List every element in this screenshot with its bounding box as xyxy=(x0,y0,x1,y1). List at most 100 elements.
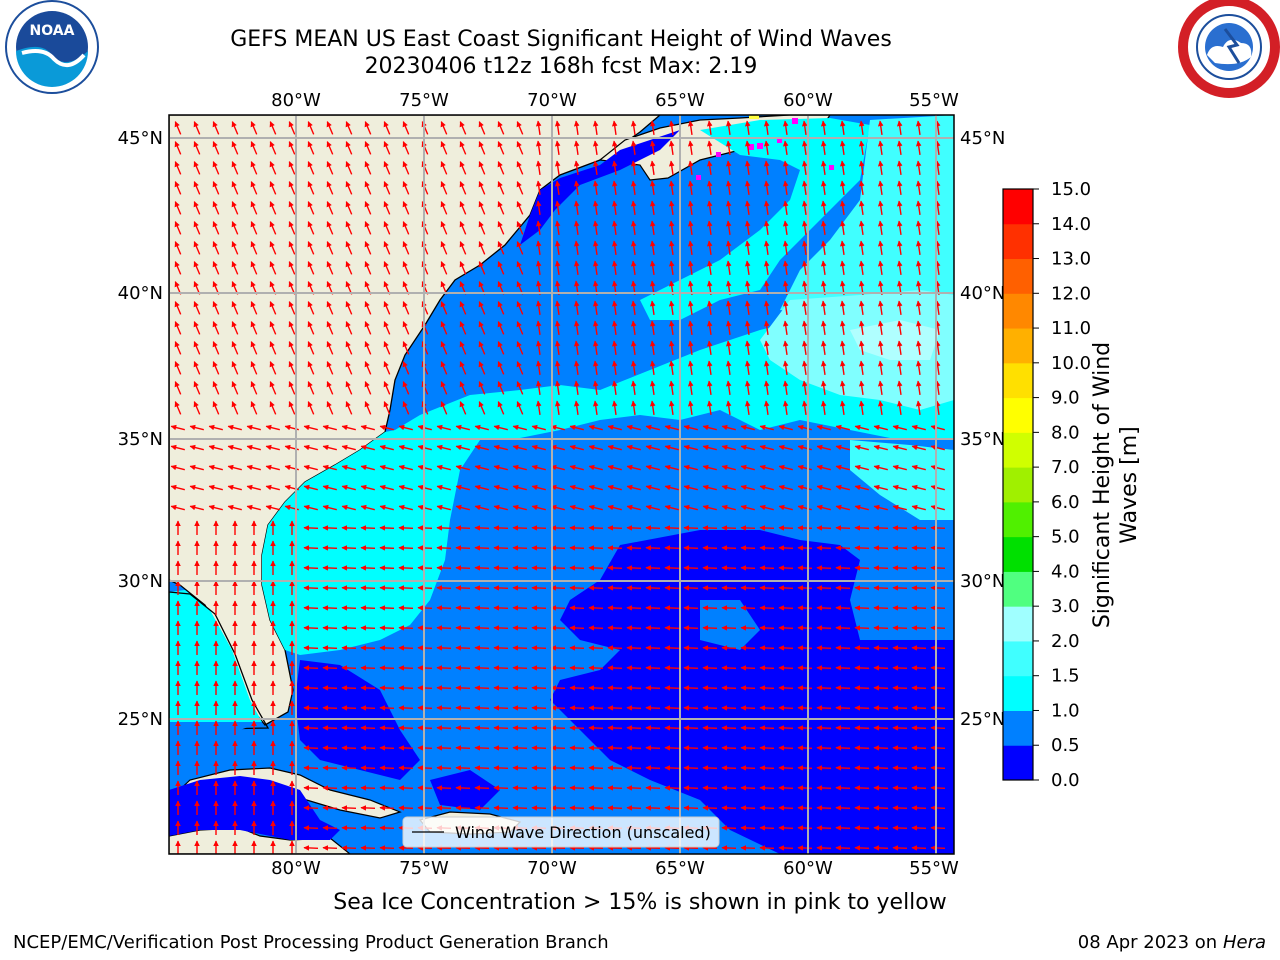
wind-arrow xyxy=(854,484,869,491)
lon-tick-bottom: 60°W xyxy=(783,858,833,879)
wind-arrow xyxy=(607,785,623,791)
wind-arrow xyxy=(588,585,604,591)
wind-arrow xyxy=(402,221,410,235)
wind-arrow xyxy=(569,765,585,771)
wind-arrow xyxy=(227,504,242,511)
wind-arrow xyxy=(839,240,846,256)
wind-arrow xyxy=(170,484,185,491)
wind-arrow xyxy=(896,360,903,376)
lat-tick-left: 30°N xyxy=(118,571,163,592)
wind-arrow xyxy=(725,140,732,156)
wind-arrow xyxy=(649,320,656,336)
wind-arrow xyxy=(721,545,737,551)
wind-arrow xyxy=(706,200,713,216)
wind-arrow xyxy=(474,705,490,711)
lon-tick-top: 65°W xyxy=(655,90,705,111)
wind-arrow xyxy=(322,625,338,631)
wind-arrow xyxy=(930,705,946,711)
wind-arrow xyxy=(588,765,604,771)
wind-arrow xyxy=(801,160,808,176)
wind-arrow xyxy=(683,484,698,491)
wind-arrow xyxy=(436,525,452,531)
colorbar-tick-label: 1.5 xyxy=(1051,666,1080,687)
wind-arrow xyxy=(915,140,922,156)
wind-arrow xyxy=(835,705,851,711)
wind-arrow xyxy=(531,605,547,611)
wind-arrow xyxy=(778,705,794,711)
wind-arrow xyxy=(455,424,470,431)
wind-arrow xyxy=(649,220,656,236)
wind-arrow xyxy=(398,685,414,691)
wind-arrow xyxy=(554,380,561,396)
wind-arrow xyxy=(322,424,337,431)
wind-arrow xyxy=(360,484,375,491)
wind-arrow xyxy=(288,361,296,375)
wind-arrow xyxy=(383,321,391,335)
wind-arrow xyxy=(269,161,277,175)
wind-arrow xyxy=(474,745,490,751)
colorbar-segment xyxy=(1003,640,1033,677)
wind-arrow xyxy=(683,785,699,791)
wind-arrow xyxy=(459,161,467,175)
wind-arrow xyxy=(759,504,774,511)
wind-arrow xyxy=(436,605,452,611)
wind-arrow xyxy=(816,745,832,751)
wind-arrow xyxy=(303,645,319,651)
wind-arrow xyxy=(531,665,547,671)
wind-arrow xyxy=(668,360,675,376)
wind-arrow xyxy=(512,585,528,591)
wind-arrow xyxy=(436,805,452,811)
wind-arrow xyxy=(573,380,580,396)
wind-arrow xyxy=(322,645,338,651)
colorbar-segment xyxy=(1003,501,1033,538)
wind-arrow xyxy=(531,585,547,591)
wind-arrow xyxy=(459,261,467,275)
wind-arrow xyxy=(782,140,789,156)
wind-arrow xyxy=(683,464,698,471)
wind-arrow xyxy=(782,400,789,416)
wind-arrow xyxy=(459,381,467,395)
wind-arrow xyxy=(797,765,813,771)
wind-arrow xyxy=(607,665,623,671)
wind-arrow xyxy=(854,464,869,471)
wind-arrow xyxy=(345,181,353,195)
wind-arrow xyxy=(193,181,201,195)
wind-arrow xyxy=(364,361,372,375)
wind-arrow xyxy=(873,605,889,611)
wind-arrow xyxy=(782,220,789,236)
wind-arrow xyxy=(645,725,661,731)
wind-arrow xyxy=(649,180,656,196)
wind-arrow xyxy=(531,685,547,691)
wind-arrow xyxy=(763,400,770,416)
wind-arrow xyxy=(531,805,547,811)
wind-arrow xyxy=(360,605,376,611)
wind-arrow xyxy=(873,424,888,431)
wind-arrow xyxy=(839,380,846,396)
wind-arrow xyxy=(436,765,452,771)
wind-arrow xyxy=(854,424,869,431)
wind-arrow xyxy=(797,565,813,571)
wind-arrow xyxy=(307,361,315,375)
lon-tick-bottom: 70°W xyxy=(527,858,577,879)
wind-arrow xyxy=(854,805,870,811)
wind-arrow xyxy=(626,665,642,671)
wind-arrow xyxy=(322,845,338,851)
wind-arrow xyxy=(664,805,680,811)
wind-arrow xyxy=(896,200,903,216)
wind-arrow xyxy=(896,380,903,396)
wind-arrow xyxy=(721,665,737,671)
wind-arrow xyxy=(322,525,338,531)
wind-arrow xyxy=(341,625,357,631)
wind-arrow xyxy=(440,341,448,355)
wind-arrow xyxy=(816,424,831,431)
wind-arrow xyxy=(550,545,566,551)
wind-arrow xyxy=(246,444,261,451)
wind-arrow xyxy=(740,705,756,711)
wind-arrow xyxy=(307,221,315,235)
wind-arrow xyxy=(440,241,448,255)
lon-tick-top: 60°W xyxy=(783,90,833,111)
wind-arrow xyxy=(725,380,732,396)
wind-arrow xyxy=(744,180,751,196)
wind-arrow xyxy=(398,705,414,711)
wind-arrow xyxy=(668,320,675,336)
